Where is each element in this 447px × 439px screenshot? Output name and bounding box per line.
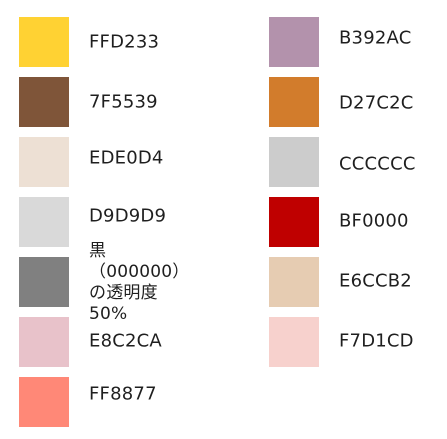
swatch-label: D27C2C [339, 92, 414, 114]
swatch-label: 黒（000000） の透明度50% [89, 241, 190, 324]
color-swatch [19, 377, 69, 427]
swatch-label: FF8877 [89, 383, 157, 405]
color-swatch [269, 257, 319, 307]
color-swatch [269, 317, 319, 367]
swatch-label: F7D1CD [339, 330, 414, 352]
swatch-label: E8C2CA [89, 330, 162, 352]
color-swatch [269, 77, 319, 127]
swatch-label: BF0000 [339, 210, 409, 232]
color-swatch [269, 137, 319, 187]
color-swatch [19, 317, 69, 367]
swatch-label: FFD233 [89, 31, 160, 53]
color-swatch [19, 17, 69, 67]
color-swatch [19, 137, 69, 187]
swatch-label: 7F5539 [89, 91, 158, 113]
swatch-label: D9D9D9 [89, 205, 167, 227]
swatch-label: EDE0D4 [89, 147, 164, 169]
color-swatch [269, 197, 319, 247]
swatch-label: CCCCCC [339, 153, 416, 175]
color-swatch [19, 257, 69, 307]
color-swatch [269, 17, 319, 67]
swatch-label: B392AC [339, 27, 412, 49]
color-swatch [19, 197, 69, 247]
swatch-label: E6CCB2 [339, 270, 412, 292]
color-swatch [19, 77, 69, 127]
